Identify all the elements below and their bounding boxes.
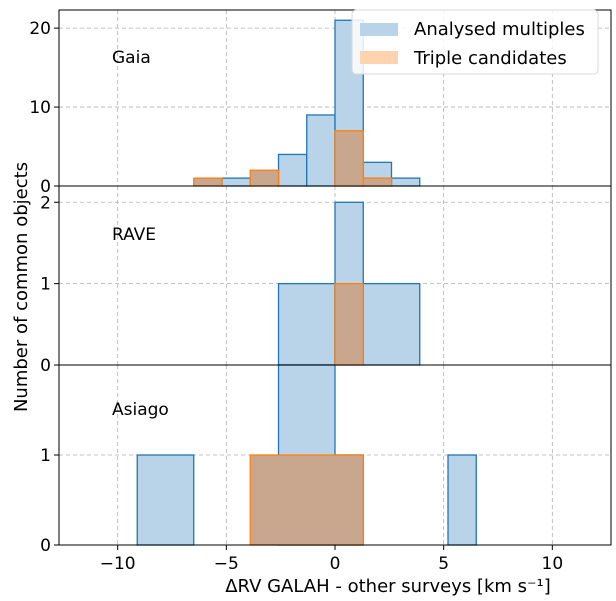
bar-multiples (390, 177, 421, 187)
bar-triples (193, 177, 223, 187)
x-tick-label: 0 (330, 554, 341, 574)
x-tick-label: 5 (438, 554, 449, 574)
bar-triples (249, 169, 280, 187)
y-tick-label: 10 (29, 98, 51, 118)
y-tick-label: 0 (40, 536, 51, 556)
bar-multiples (277, 282, 336, 366)
panel-label: Asiago (112, 400, 169, 420)
y-axis-label: Number of common objects (11, 162, 32, 412)
bar-triples (334, 130, 364, 187)
bar-triples (334, 282, 364, 366)
bar-triples (249, 454, 364, 546)
bar-multiples (221, 177, 251, 187)
legend-label-triples: Triple candidates (413, 48, 567, 69)
y-tick-label: 0 (40, 356, 51, 376)
y-tick-label: 1 (40, 446, 51, 466)
x-tick-label: 10 (542, 554, 564, 574)
bar-multiples (136, 454, 195, 546)
y-tick-label: 0 (40, 177, 51, 197)
bar-multiples (306, 114, 336, 187)
x-tick-label: −10 (100, 554, 136, 574)
panel-label: Gaia (112, 48, 151, 68)
panel-asiago: 0 1 Asiago (40, 364, 612, 556)
bar-multiples (362, 282, 421, 366)
legend: Analysed multiples Triple candidates (351, 9, 599, 75)
y-tick-label: 20 (29, 19, 51, 39)
legend-label-multiples: Analysed multiples (414, 19, 585, 40)
bar-multiples (277, 153, 308, 187)
y-tick-label: 1 (40, 275, 51, 295)
x-axis-label: ΔRV GALAH - other surveys [km s⁻¹] (225, 576, 551, 597)
x-tick-label: −5 (214, 554, 239, 574)
legend-frame (351, 9, 599, 75)
panel-rave: 0 1 2 RAVE (40, 185, 612, 376)
legend-swatch-triples (360, 51, 398, 64)
bar-multiples (447, 454, 477, 546)
y-tick-label: 2 (40, 193, 51, 213)
panel-label: RAVE (112, 225, 156, 245)
bar-triples (362, 177, 393, 187)
legend-swatch-multiples (360, 23, 398, 36)
